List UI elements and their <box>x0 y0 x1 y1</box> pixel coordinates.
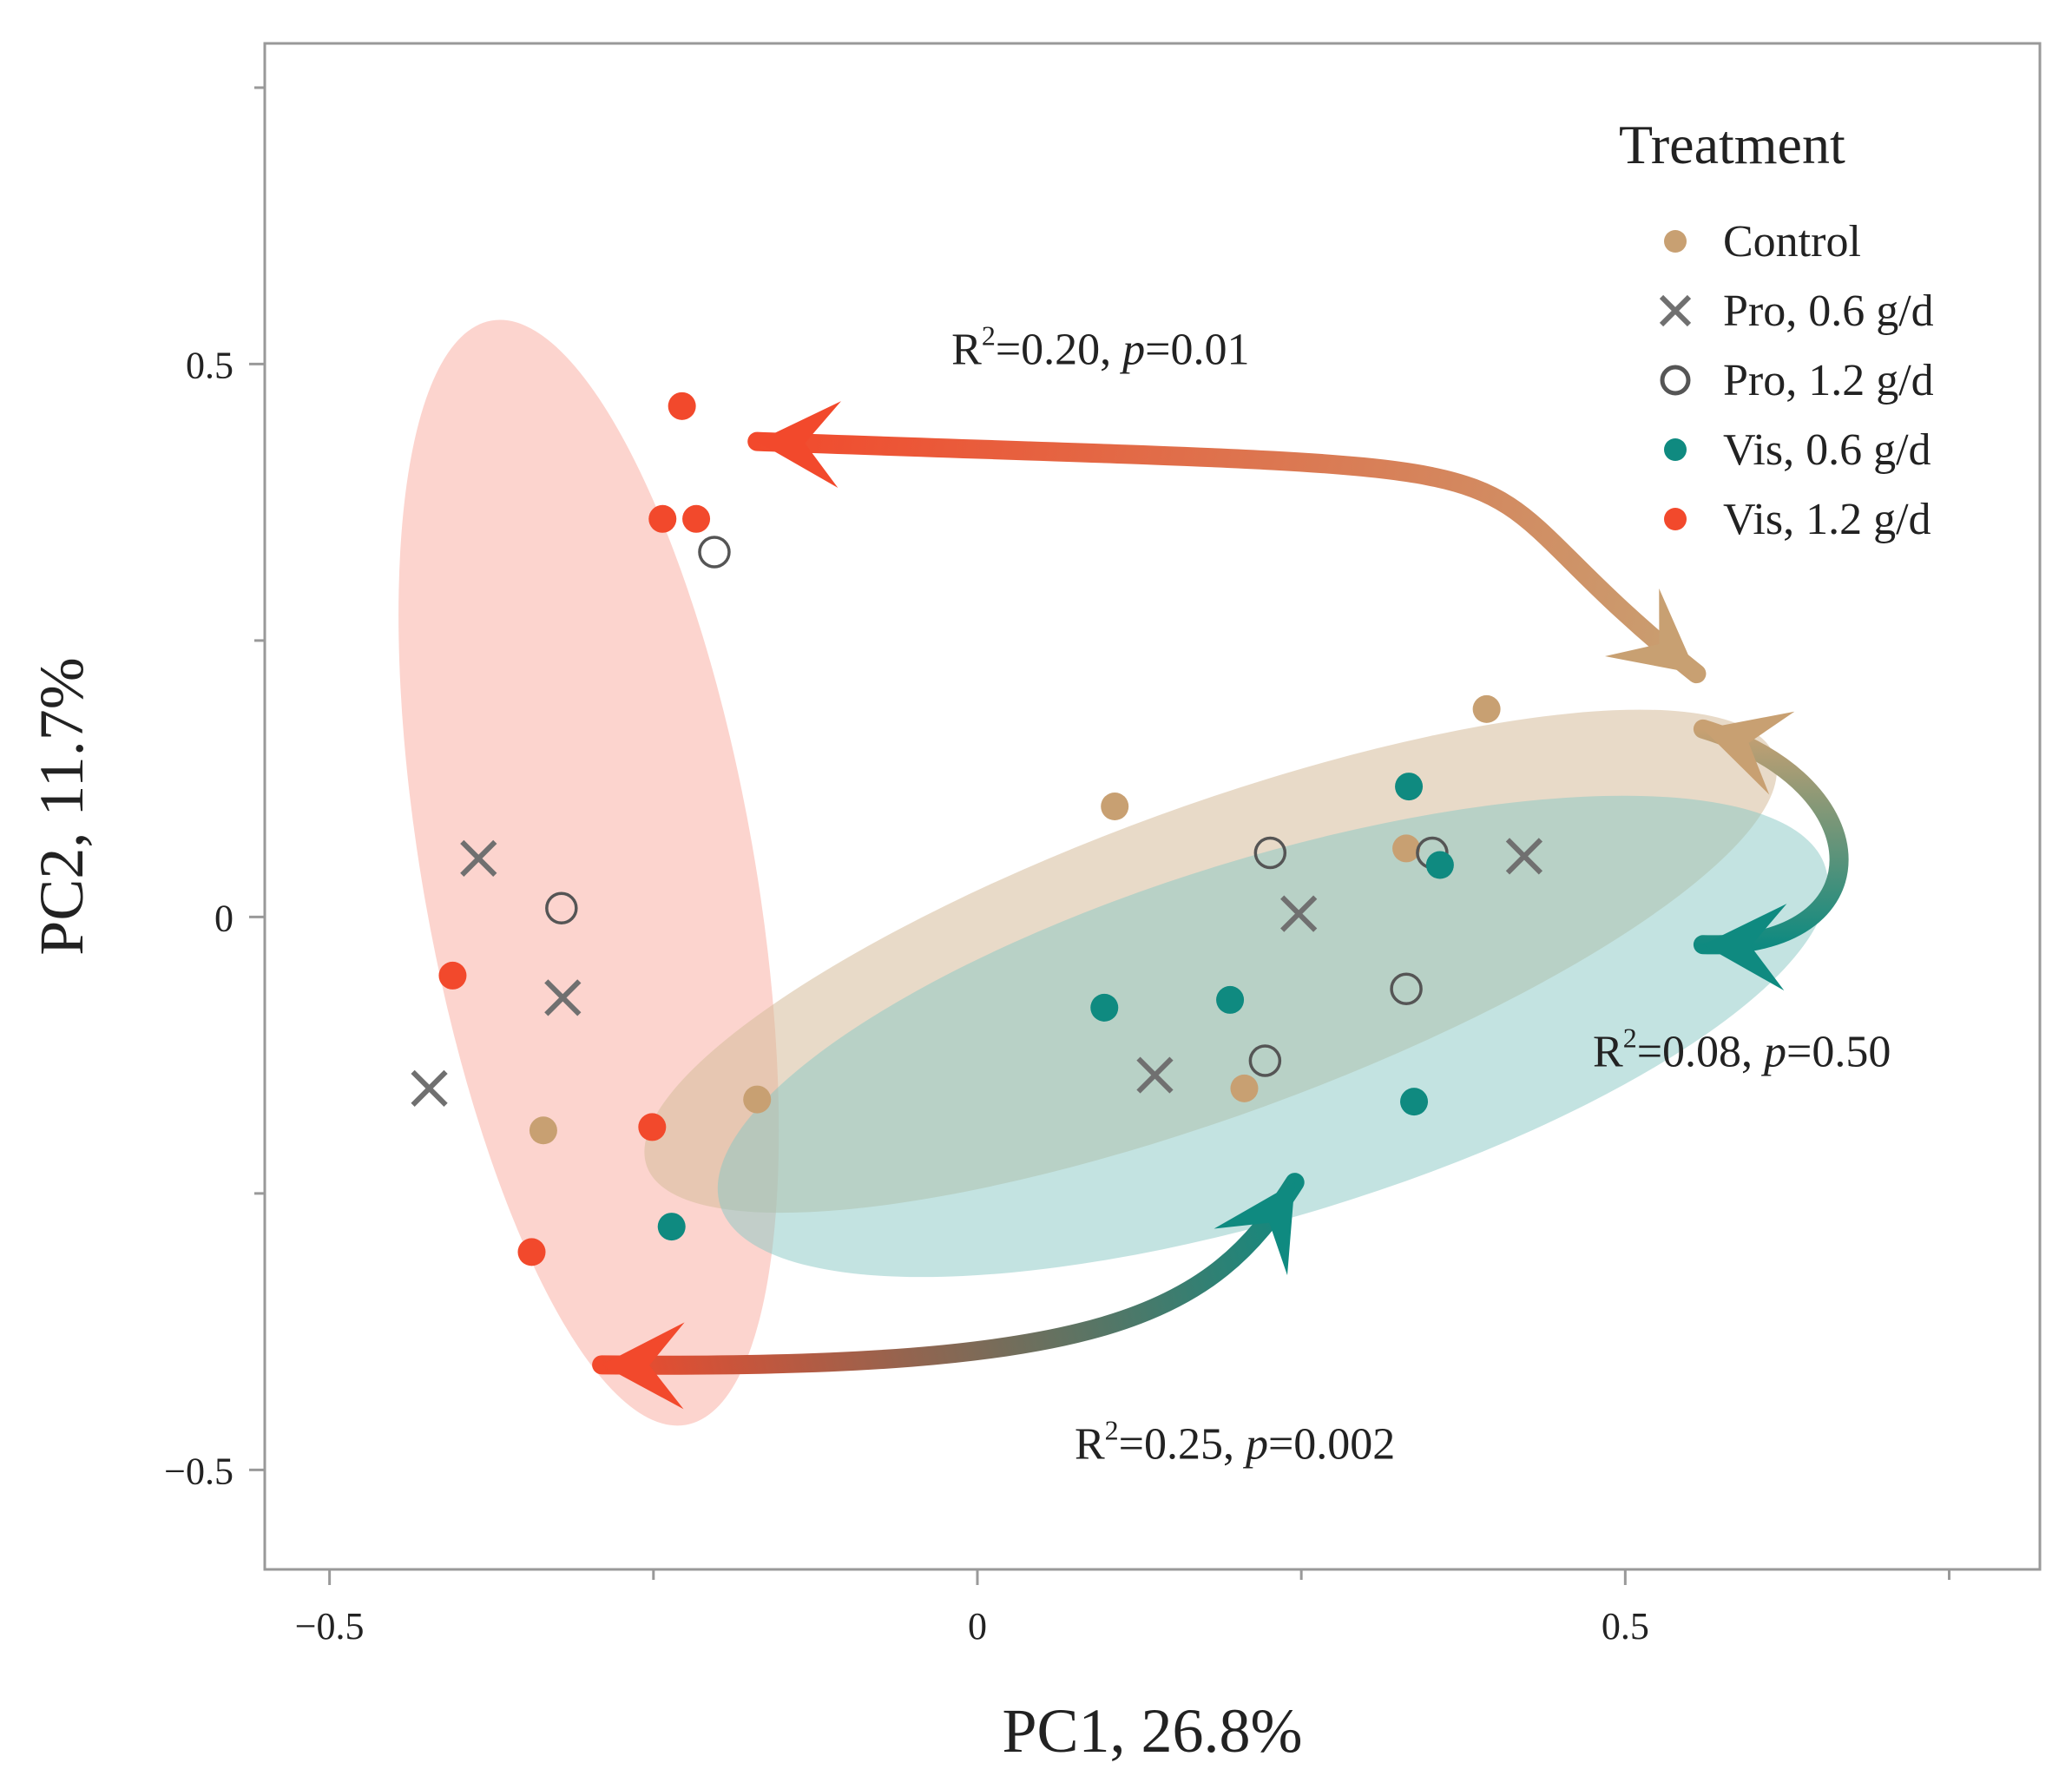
point-vis-0-6-g-d <box>1400 1088 1429 1116</box>
point-vis-0-6-g-d <box>1216 985 1245 1014</box>
point-control <box>1472 694 1501 723</box>
arrowhead-start-pair-control-vis06 <box>1702 711 1795 795</box>
data-points <box>411 391 1543 1266</box>
annotation-pair-control-vis06: R2=0.08, p=0.50 <box>1593 1022 1891 1076</box>
plot-frame <box>263 42 2042 1571</box>
series-vis-1-2-g-d <box>438 391 711 1266</box>
point-vis-0-6-g-d <box>657 1213 686 1241</box>
point-control <box>1230 1074 1259 1102</box>
annotation-r2-value: =0.20, <box>996 325 1122 374</box>
point-pro-0-6-g-d <box>1136 1056 1174 1094</box>
point-control <box>743 1085 772 1114</box>
annotation-p: p <box>1242 1420 1268 1470</box>
series-control <box>529 694 1501 1145</box>
legend-marker-pro-1-2-g-d <box>1660 365 1691 396</box>
ellipse-vis-0-6-g-d <box>717 795 1828 1278</box>
series-vis-0-6-g-d <box>657 773 1454 1241</box>
point-pro-1-2-g-d <box>1248 1044 1282 1077</box>
point-control <box>529 1116 557 1145</box>
point-pro-0-6-g-d <box>411 1069 448 1107</box>
point-control <box>1101 793 1129 820</box>
arrowhead-start-pair-vis12-control <box>1604 588 1697 674</box>
y-axis-label: PC2, 11.7% <box>27 657 96 955</box>
x-tick-label: 0.5 <box>1602 1605 1649 1648</box>
legend-marker-control <box>1664 230 1687 253</box>
legend-marker-vis-1-2-g-d <box>1664 508 1687 530</box>
y-tick-label: −0.5 <box>164 1450 234 1492</box>
point-pro-1-2-g-d <box>1390 972 1423 1005</box>
legend-label-vis-1-2-g-d: Vis, 1.2 g/d <box>1723 495 1931 544</box>
x-axis-label: PC1, 26.8% <box>1002 1696 1302 1766</box>
legend: Treatment Control Pro, 0.6 g/d Pro, 1.2 g/d… <box>1619 114 1934 544</box>
point-pro-1-2-g-d <box>1253 836 1287 870</box>
point-pro-0-6-g-d <box>544 979 582 1016</box>
y-tick-label: 0.5 <box>186 344 234 386</box>
point-vis-0-6-g-d <box>1425 851 1454 879</box>
point-pro-0-6-g-d <box>1505 838 1543 875</box>
arrow-curve-pair-vis12-vis06 <box>592 1173 1305 1375</box>
point-vis-1-2-g-d <box>682 504 711 533</box>
point-pro-1-2-g-d <box>698 536 731 569</box>
point-vis-1-2-g-d <box>668 391 696 420</box>
confidence-ellipses <box>398 319 1828 1426</box>
legend-label-pro-1-2-g-d: Pro, 1.2 g/d <box>1723 356 1934 405</box>
y-tick-label: 0 <box>214 897 234 939</box>
arrowhead-end-pair-vis12-control <box>757 401 841 489</box>
annotation-r2-value: =0.25, <box>1119 1420 1246 1470</box>
arrow-curve-pair-control-vis06 <box>1693 719 1849 955</box>
arrowhead-end-pair-vis12-vis06 <box>1214 1182 1295 1276</box>
legend-label-control: Control <box>1723 217 1861 266</box>
arrow-curve-pair-vis12-control <box>747 431 1707 684</box>
axes: −0.5 0 0.5 0.5 0 −0.5 <box>164 86 1951 1648</box>
point-pro-1-2-g-d <box>545 891 578 924</box>
annotation-p: p <box>1760 1027 1786 1076</box>
annotation-r: R <box>1593 1027 1623 1076</box>
annotation-p-value: =0.50 <box>1786 1027 1891 1076</box>
ellipse-vis-1-2-g-d <box>398 319 779 1426</box>
point-vis-1-2-g-d <box>438 961 467 990</box>
arrowhead-end-pair-control-vis06 <box>1702 904 1787 991</box>
x-tick-label: 0 <box>968 1605 987 1648</box>
legend-label-vis-0-6-g-d: Vis, 0.6 g/d <box>1723 425 1931 475</box>
annotation-superscript: 2 <box>1105 1415 1119 1446</box>
legend-title: Treatment <box>1619 114 1845 175</box>
point-control <box>1392 834 1421 863</box>
arrowhead-start-pair-vis12-vis06 <box>602 1322 685 1410</box>
legend-label-pro-0-6-g-d: Pro, 0.6 g/d <box>1723 286 1934 336</box>
x-tick-label: −0.5 <box>295 1605 365 1648</box>
point-pro-0-6-g-d <box>460 839 497 877</box>
point-vis-0-6-g-d <box>1395 773 1424 801</box>
annotation-r: R <box>1075 1420 1105 1470</box>
annotation-r: R <box>951 325 982 374</box>
point-vis-1-2-g-d <box>517 1238 546 1266</box>
annotation-p-value: =0.01 <box>1145 325 1249 374</box>
comparison-arrows <box>592 401 1849 1410</box>
point-vis-1-2-g-d <box>648 504 677 533</box>
annotation-p: p <box>1119 325 1145 374</box>
annotation-superscript: 2 <box>982 319 996 351</box>
annotation-p-value: =0.002 <box>1268 1420 1395 1470</box>
annotation-superscript: 2 <box>1623 1022 1637 1053</box>
annotation-r2-value: =0.08, <box>1637 1027 1764 1076</box>
annotation-pair-vis12-vis06: R2=0.25, p=0.002 <box>1075 1415 1395 1470</box>
point-pro-0-6-g-d <box>1280 895 1318 932</box>
legend-marker-vis-0-6-g-d <box>1664 438 1687 461</box>
point-vis-0-6-g-d <box>1090 993 1119 1022</box>
point-vis-1-2-g-d <box>638 1113 667 1141</box>
series-pro-0-6-g-d <box>411 838 1543 1107</box>
annotation-pair-vis12-control: R2=0.20, p=0.01 <box>951 319 1249 374</box>
legend-marker-pro-0-6-g-d <box>1659 294 1692 327</box>
